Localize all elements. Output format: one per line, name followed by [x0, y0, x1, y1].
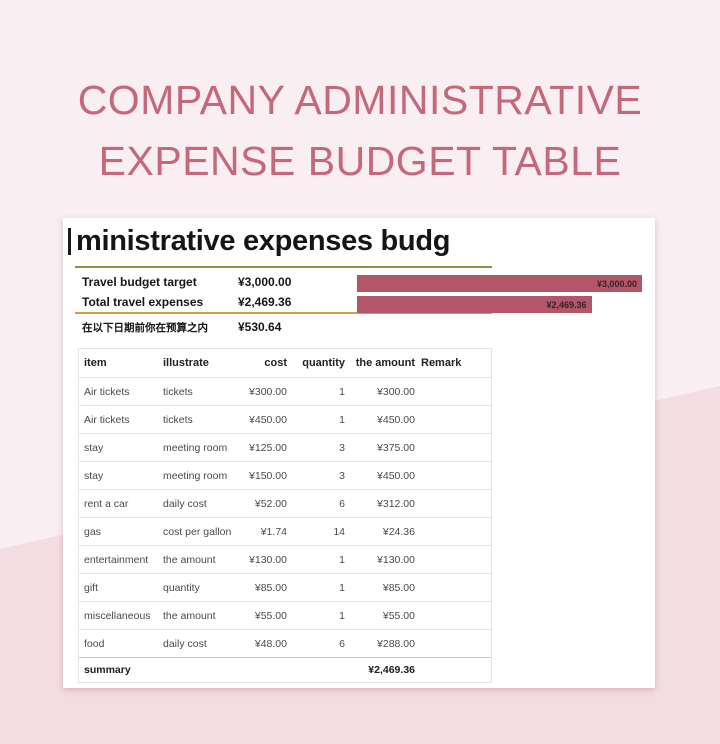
- cell: ¥52.00: [254, 497, 287, 510]
- cell: 14: [333, 525, 345, 538]
- kpi-value: ¥2,469.36: [238, 295, 292, 309]
- cell: 6: [339, 497, 345, 510]
- budget-bar: ¥2,469.36: [357, 296, 592, 313]
- cell: gift: [84, 581, 99, 594]
- table-row: Air tickets tickets ¥300.00 1 ¥300.00: [79, 377, 491, 405]
- cell: 1: [339, 553, 345, 566]
- kpi-value: ¥3,000.00: [238, 275, 292, 289]
- cell: Air tickets: [84, 385, 130, 398]
- cell: gas: [84, 525, 101, 538]
- cell: the amount: [163, 609, 216, 622]
- kpi-label: Total travel expenses: [82, 295, 204, 309]
- cell: 1: [339, 413, 345, 426]
- cell: meeting room: [163, 469, 228, 482]
- cell: tickets: [163, 413, 193, 426]
- cell: ¥450.00: [377, 413, 415, 426]
- budget-bars: ¥3,000.00 ¥2,469.36: [357, 275, 642, 317]
- cell: miscellaneous: [84, 609, 151, 622]
- table-row: stay meeting room ¥125.00 3 ¥375.00: [79, 433, 491, 461]
- cell: 1: [339, 609, 345, 622]
- bar-value-label: ¥2,469.36: [546, 299, 587, 310]
- cell: ¥55.00: [382, 609, 415, 622]
- budget-note-row: 在以下日期前你在预算之内 ¥530.64: [82, 320, 352, 334]
- cell: stay: [84, 441, 104, 454]
- cell: ¥300.00: [377, 385, 415, 398]
- column-header: cost: [264, 357, 287, 369]
- cell: 1: [339, 385, 345, 398]
- table-row: gas cost per gallon ¥1.74 14 ¥24.36: [79, 517, 491, 545]
- cell: ¥130.00: [249, 553, 287, 566]
- page-title: COMPANY ADMINISTRATIVE EXPENSE BUDGET TA…: [0, 70, 720, 192]
- spreadsheet-card: ministrative expenses budg Travel budget…: [63, 218, 655, 688]
- page-title-line2: EXPENSE BUDGET TABLE: [98, 138, 622, 184]
- kpi-label: Travel budget target: [82, 275, 197, 289]
- cell: ¥48.00: [254, 637, 287, 650]
- table-row: rent a car daily cost ¥52.00 6 ¥312.00: [79, 489, 491, 517]
- divider-gold: [75, 312, 492, 314]
- cell: Air tickets: [84, 413, 130, 426]
- cell: stay: [84, 469, 104, 482]
- cell: ¥24.36: [382, 525, 415, 538]
- column-header: illustrate: [163, 357, 209, 369]
- cell: tickets: [163, 385, 193, 398]
- summary-amount: ¥2,469.36: [368, 664, 415, 676]
- table-header-row: item illustrate cost quantity the amount…: [79, 349, 491, 377]
- budget-bar: ¥3,000.00: [357, 275, 642, 292]
- table-row: stay meeting room ¥150.00 3 ¥450.00: [79, 461, 491, 489]
- cell: ¥130.00: [377, 553, 415, 566]
- cell: quantity: [163, 581, 200, 594]
- cell: ¥288.00: [377, 637, 415, 650]
- cell: food: [84, 637, 105, 650]
- table-row: gift quantity ¥85.00 1 ¥85.00: [79, 573, 491, 601]
- column-header: quantity: [302, 357, 345, 369]
- cell: ¥312.00: [377, 497, 415, 510]
- table-summary-row: summary ¥2,469.36: [79, 657, 491, 682]
- column-header: the amount: [355, 357, 415, 369]
- table-row: miscellaneous the amount ¥55.00 1 ¥55.00: [79, 601, 491, 629]
- table-row: Air tickets tickets ¥450.00 1 ¥450.00: [79, 405, 491, 433]
- sheet-title-text: ministrative expenses budg: [76, 224, 451, 257]
- expense-table: item illustrate cost quantity the amount…: [78, 348, 492, 683]
- divider-olive: [75, 266, 492, 268]
- bar-value-label: ¥3,000.00: [596, 278, 637, 289]
- kpi-row-total-expenses: Total travel expenses ¥2,469.36: [82, 295, 352, 309]
- cell: the amount: [163, 553, 216, 566]
- page-title-line1: COMPANY ADMINISTRATIVE: [77, 77, 643, 123]
- cell: ¥375.00: [377, 441, 415, 454]
- cell: ¥55.00: [254, 609, 287, 622]
- table-row: entertainment the amount ¥130.00 1 ¥130.00: [79, 545, 491, 573]
- kpi-row-budget-target: Travel budget target ¥3,000.00: [82, 275, 352, 289]
- cell: ¥1.74: [260, 525, 287, 538]
- cell: 3: [339, 441, 345, 454]
- cell: daily cost: [163, 497, 207, 510]
- summary-label: summary: [84, 664, 131, 676]
- cell: 1: [339, 581, 345, 594]
- table-row: food daily cost ¥48.00 6 ¥288.00: [79, 629, 491, 657]
- cell: cost per gallon: [163, 525, 232, 538]
- table-body: Air tickets tickets ¥300.00 1 ¥300.00 Air tic…: [79, 377, 491, 657]
- cell: entertainment: [84, 553, 149, 566]
- cell: ¥150.00: [249, 469, 287, 482]
- budget-note-label: 在以下日期前你在预算之内: [82, 322, 208, 334]
- column-header: item: [84, 357, 107, 369]
- cell: ¥450.00: [377, 469, 415, 482]
- cell: daily cost: [163, 637, 207, 650]
- cell: ¥300.00: [249, 385, 287, 398]
- text-cutoff-bar: [68, 227, 71, 255]
- column-header: Remark: [421, 357, 462, 369]
- cell: 6: [339, 637, 345, 650]
- cell: rent a car: [84, 497, 129, 510]
- budget-note-value: ¥530.64: [238, 320, 282, 334]
- cell: ¥85.00: [254, 581, 287, 594]
- sheet-title: ministrative expenses budg: [68, 224, 450, 258]
- cell: meeting room: [163, 441, 228, 454]
- cell: ¥125.00: [249, 441, 287, 454]
- cell: ¥85.00: [382, 581, 415, 594]
- cell: 3: [339, 469, 345, 482]
- cell: ¥450.00: [249, 413, 287, 426]
